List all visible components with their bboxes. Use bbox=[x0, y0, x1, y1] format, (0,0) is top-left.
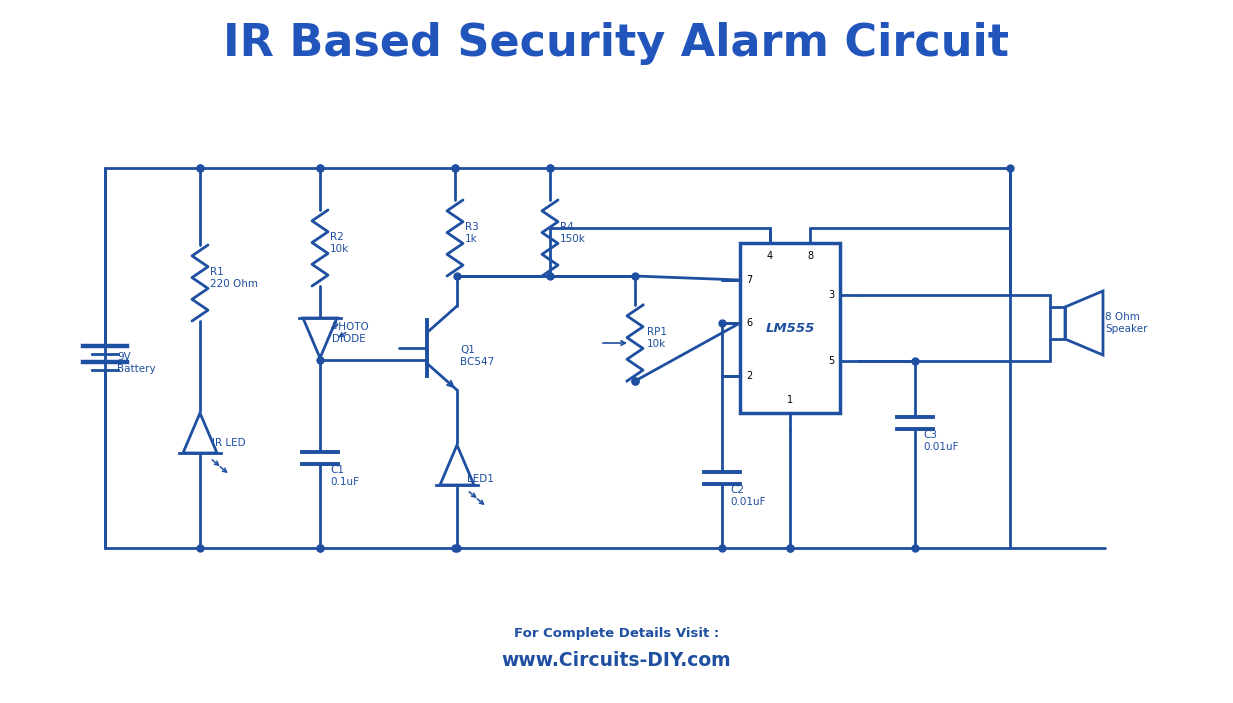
Text: R2
10k: R2 10k bbox=[330, 232, 349, 254]
Text: 8 Ohm
Speaker: 8 Ohm Speaker bbox=[1105, 312, 1148, 334]
Text: C3
0.01uF: C3 0.01uF bbox=[924, 430, 958, 452]
Text: PHOTO
DIODE: PHOTO DIODE bbox=[332, 322, 369, 344]
Text: C1
0.1uF: C1 0.1uF bbox=[330, 465, 359, 486]
Text: RP1
10k: RP1 10k bbox=[647, 327, 667, 349]
Text: 8: 8 bbox=[806, 251, 813, 261]
Text: IR LED: IR LED bbox=[212, 438, 245, 448]
Text: 3: 3 bbox=[827, 290, 834, 300]
Text: 1: 1 bbox=[787, 395, 793, 405]
Text: IR Based Security Alarm Circuit: IR Based Security Alarm Circuit bbox=[223, 22, 1010, 65]
Text: 2: 2 bbox=[746, 371, 752, 381]
Text: R4
150k: R4 150k bbox=[560, 222, 586, 244]
Text: 5: 5 bbox=[827, 356, 834, 366]
Text: Q1
BC547: Q1 BC547 bbox=[460, 345, 494, 367]
Text: 4: 4 bbox=[767, 251, 773, 261]
Text: 6: 6 bbox=[746, 318, 752, 328]
Text: 7: 7 bbox=[746, 275, 752, 285]
Text: R1
220 Ohm: R1 220 Ohm bbox=[210, 267, 258, 289]
Bar bbox=[1051, 307, 1065, 339]
Text: 9V
Battery: 9V Battery bbox=[117, 352, 155, 374]
Text: LM555: LM555 bbox=[766, 321, 815, 335]
Bar bbox=[740, 243, 840, 413]
Text: C2
0.01uF: C2 0.01uF bbox=[730, 485, 766, 507]
Text: R3
1k: R3 1k bbox=[465, 222, 478, 244]
Text: www.Circuits-DIY.com: www.Circuits-DIY.com bbox=[502, 652, 731, 671]
Text: For Complete Details Visit :: For Complete Details Visit : bbox=[514, 626, 719, 640]
Text: LED1: LED1 bbox=[467, 474, 494, 484]
